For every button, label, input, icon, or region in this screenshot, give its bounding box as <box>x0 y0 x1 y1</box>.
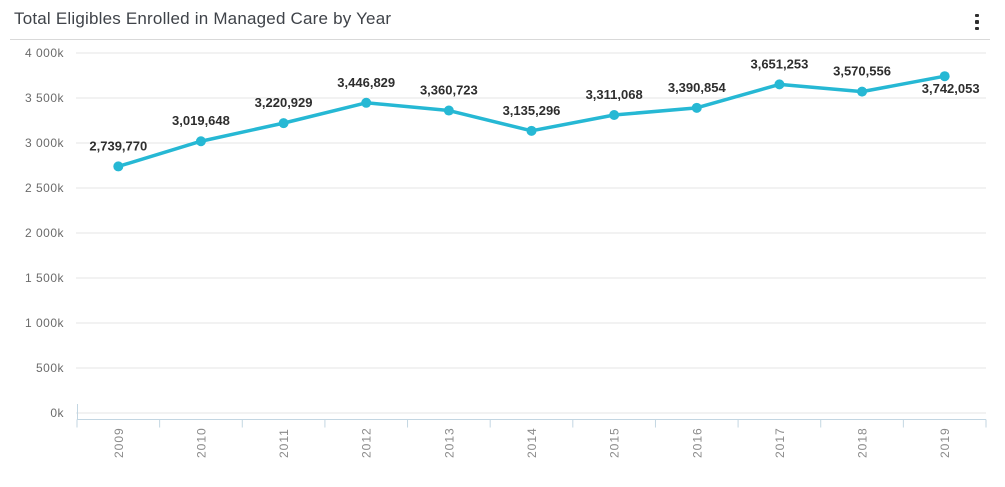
kebab-dot <box>975 26 979 31</box>
kebab-menu-icon[interactable] <box>966 8 988 36</box>
y-axis-label: 2 500k <box>25 181 65 195</box>
data-label: 3,019,648 <box>172 113 230 128</box>
data-label: 3,135,296 <box>503 103 561 118</box>
data-label: 3,311,068 <box>586 87 643 102</box>
data-point[interactable] <box>195 136 206 147</box>
x-axis-label: 2016 <box>690 427 704 458</box>
data-point[interactable] <box>113 161 124 172</box>
data-point[interactable] <box>526 125 537 136</box>
kebab-dot <box>975 20 979 24</box>
card-header: Total Eligibles Enrolled in Managed Care… <box>0 0 1005 39</box>
data-label: 3,651,253 <box>750 56 808 71</box>
y-axis-label: 1 000k <box>25 316 65 330</box>
data-point[interactable] <box>939 71 950 82</box>
x-axis-label: 2018 <box>856 427 870 458</box>
x-axis-label: 2011 <box>277 428 291 458</box>
x-axis-label: 2014 <box>525 427 539 458</box>
series-line <box>116 74 947 169</box>
x-axis-label: 2012 <box>360 427 374 458</box>
x-axis-label: 2009 <box>112 427 126 458</box>
data-point[interactable] <box>774 79 785 90</box>
x-axis-label: 2015 <box>608 427 622 458</box>
data-point[interactable] <box>691 102 702 113</box>
x-axis-label: 2017 <box>773 427 787 458</box>
y-axis-label: 3 500k <box>25 91 65 105</box>
y-axis-label: 0k <box>50 406 64 420</box>
kebab-dot <box>975 13 979 18</box>
data-point[interactable] <box>361 97 372 108</box>
x-axis-label: 2019 <box>938 427 952 458</box>
data-label: 3,742,053 <box>922 81 980 96</box>
header-divider <box>10 39 990 40</box>
y-axis-label: 1 500k <box>25 271 65 285</box>
data-point[interactable] <box>857 86 868 97</box>
y-axis-label: 4 000k <box>25 46 65 60</box>
data-label: 2,739,770 <box>89 138 147 153</box>
data-point[interactable] <box>443 105 454 116</box>
data-label: 3,360,723 <box>420 83 478 98</box>
data-point[interactable] <box>609 110 620 121</box>
data-label: 3,220,929 <box>255 95 313 110</box>
data-point[interactable] <box>278 118 289 129</box>
y-axis-label: 2 000k <box>25 226 65 240</box>
data-label: 3,446,829 <box>337 75 395 90</box>
data-label: 3,570,556 <box>833 64 891 79</box>
x-axis-label: 2010 <box>194 427 208 458</box>
x-axis-label: 2013 <box>442 427 456 458</box>
y-axis-label: 500k <box>36 361 65 375</box>
data-label: 3,390,854 <box>668 80 727 95</box>
page-title: Total Eligibles Enrolled in Managed Care… <box>14 9 392 28</box>
y-axis-label: 3 000k <box>25 136 65 150</box>
